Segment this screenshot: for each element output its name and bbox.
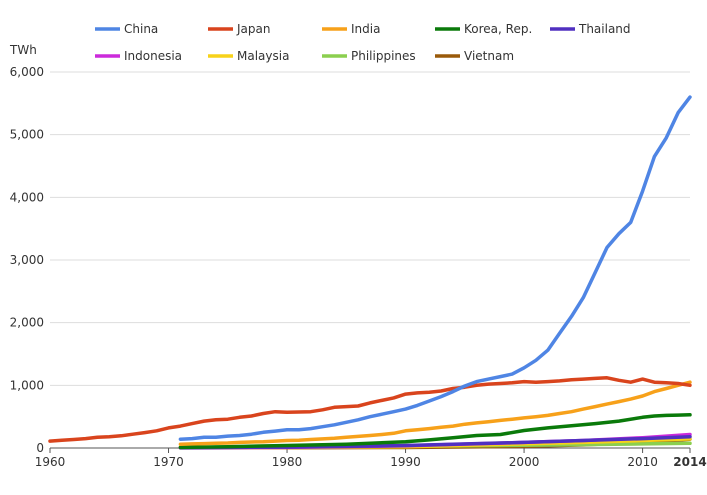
legend-label: Korea, Rep. [464,22,532,36]
legend-label: Japan [236,22,270,36]
legend-item: China [95,22,158,36]
y-tick-label: 3,000 [10,253,44,267]
legend-item: Vietnam [435,49,514,63]
legend-label: Vietnam [464,49,514,63]
legend: China Japan India Korea, Rep. Thailand Indone… [95,22,631,63]
legend-item: Malaysia [208,49,289,63]
series-line-japan [48,376,692,443]
x-tick-label: 1970 [153,455,184,469]
legend-label: Philippines [351,49,416,63]
series-line-india [178,380,692,446]
legend-item: India [322,22,380,36]
x-tick-label: 2014 [673,455,706,469]
y-tick-label: 6,000 [10,65,44,79]
x-tick-label: 1980 [272,455,303,469]
series-line-china [178,95,692,441]
x-tick-label: 1960 [35,455,66,469]
y-tick-label: 4,000 [10,190,44,204]
x-axis-ticks: 1960 1970 1980 1990 2000 2010 2014 [35,448,707,469]
y-axis-ticks: 0 1,000 2,000 3,000 4,000 5,000 6,000 [10,65,44,455]
x-tick-label: 2000 [509,455,540,469]
legend-label: China [124,22,158,36]
legend-label: Indonesia [124,49,182,63]
y-tick-label: 1,000 [10,378,44,392]
x-tick-label: 2010 [627,455,658,469]
legend-label: Malaysia [237,49,289,63]
series-line-korea-rep [178,413,692,450]
legend-item: Philippines [322,49,416,63]
x-tick-label: 1990 [390,455,421,469]
y-tick-label: 0 [36,441,44,455]
gridlines [50,71,690,449]
series-lines [48,95,692,450]
legend-item: Thailand [550,22,631,36]
y-axis-label: TWh [9,43,37,57]
y-tick-label: 5,000 [10,128,44,142]
y-tick-label: 2,000 [10,316,44,330]
legend-item: Japan [208,22,270,36]
legend-item: Indonesia [95,49,182,63]
legend-label: India [351,22,380,36]
legend-item: Korea, Rep. [435,22,532,36]
legend-label: Thailand [578,22,631,36]
